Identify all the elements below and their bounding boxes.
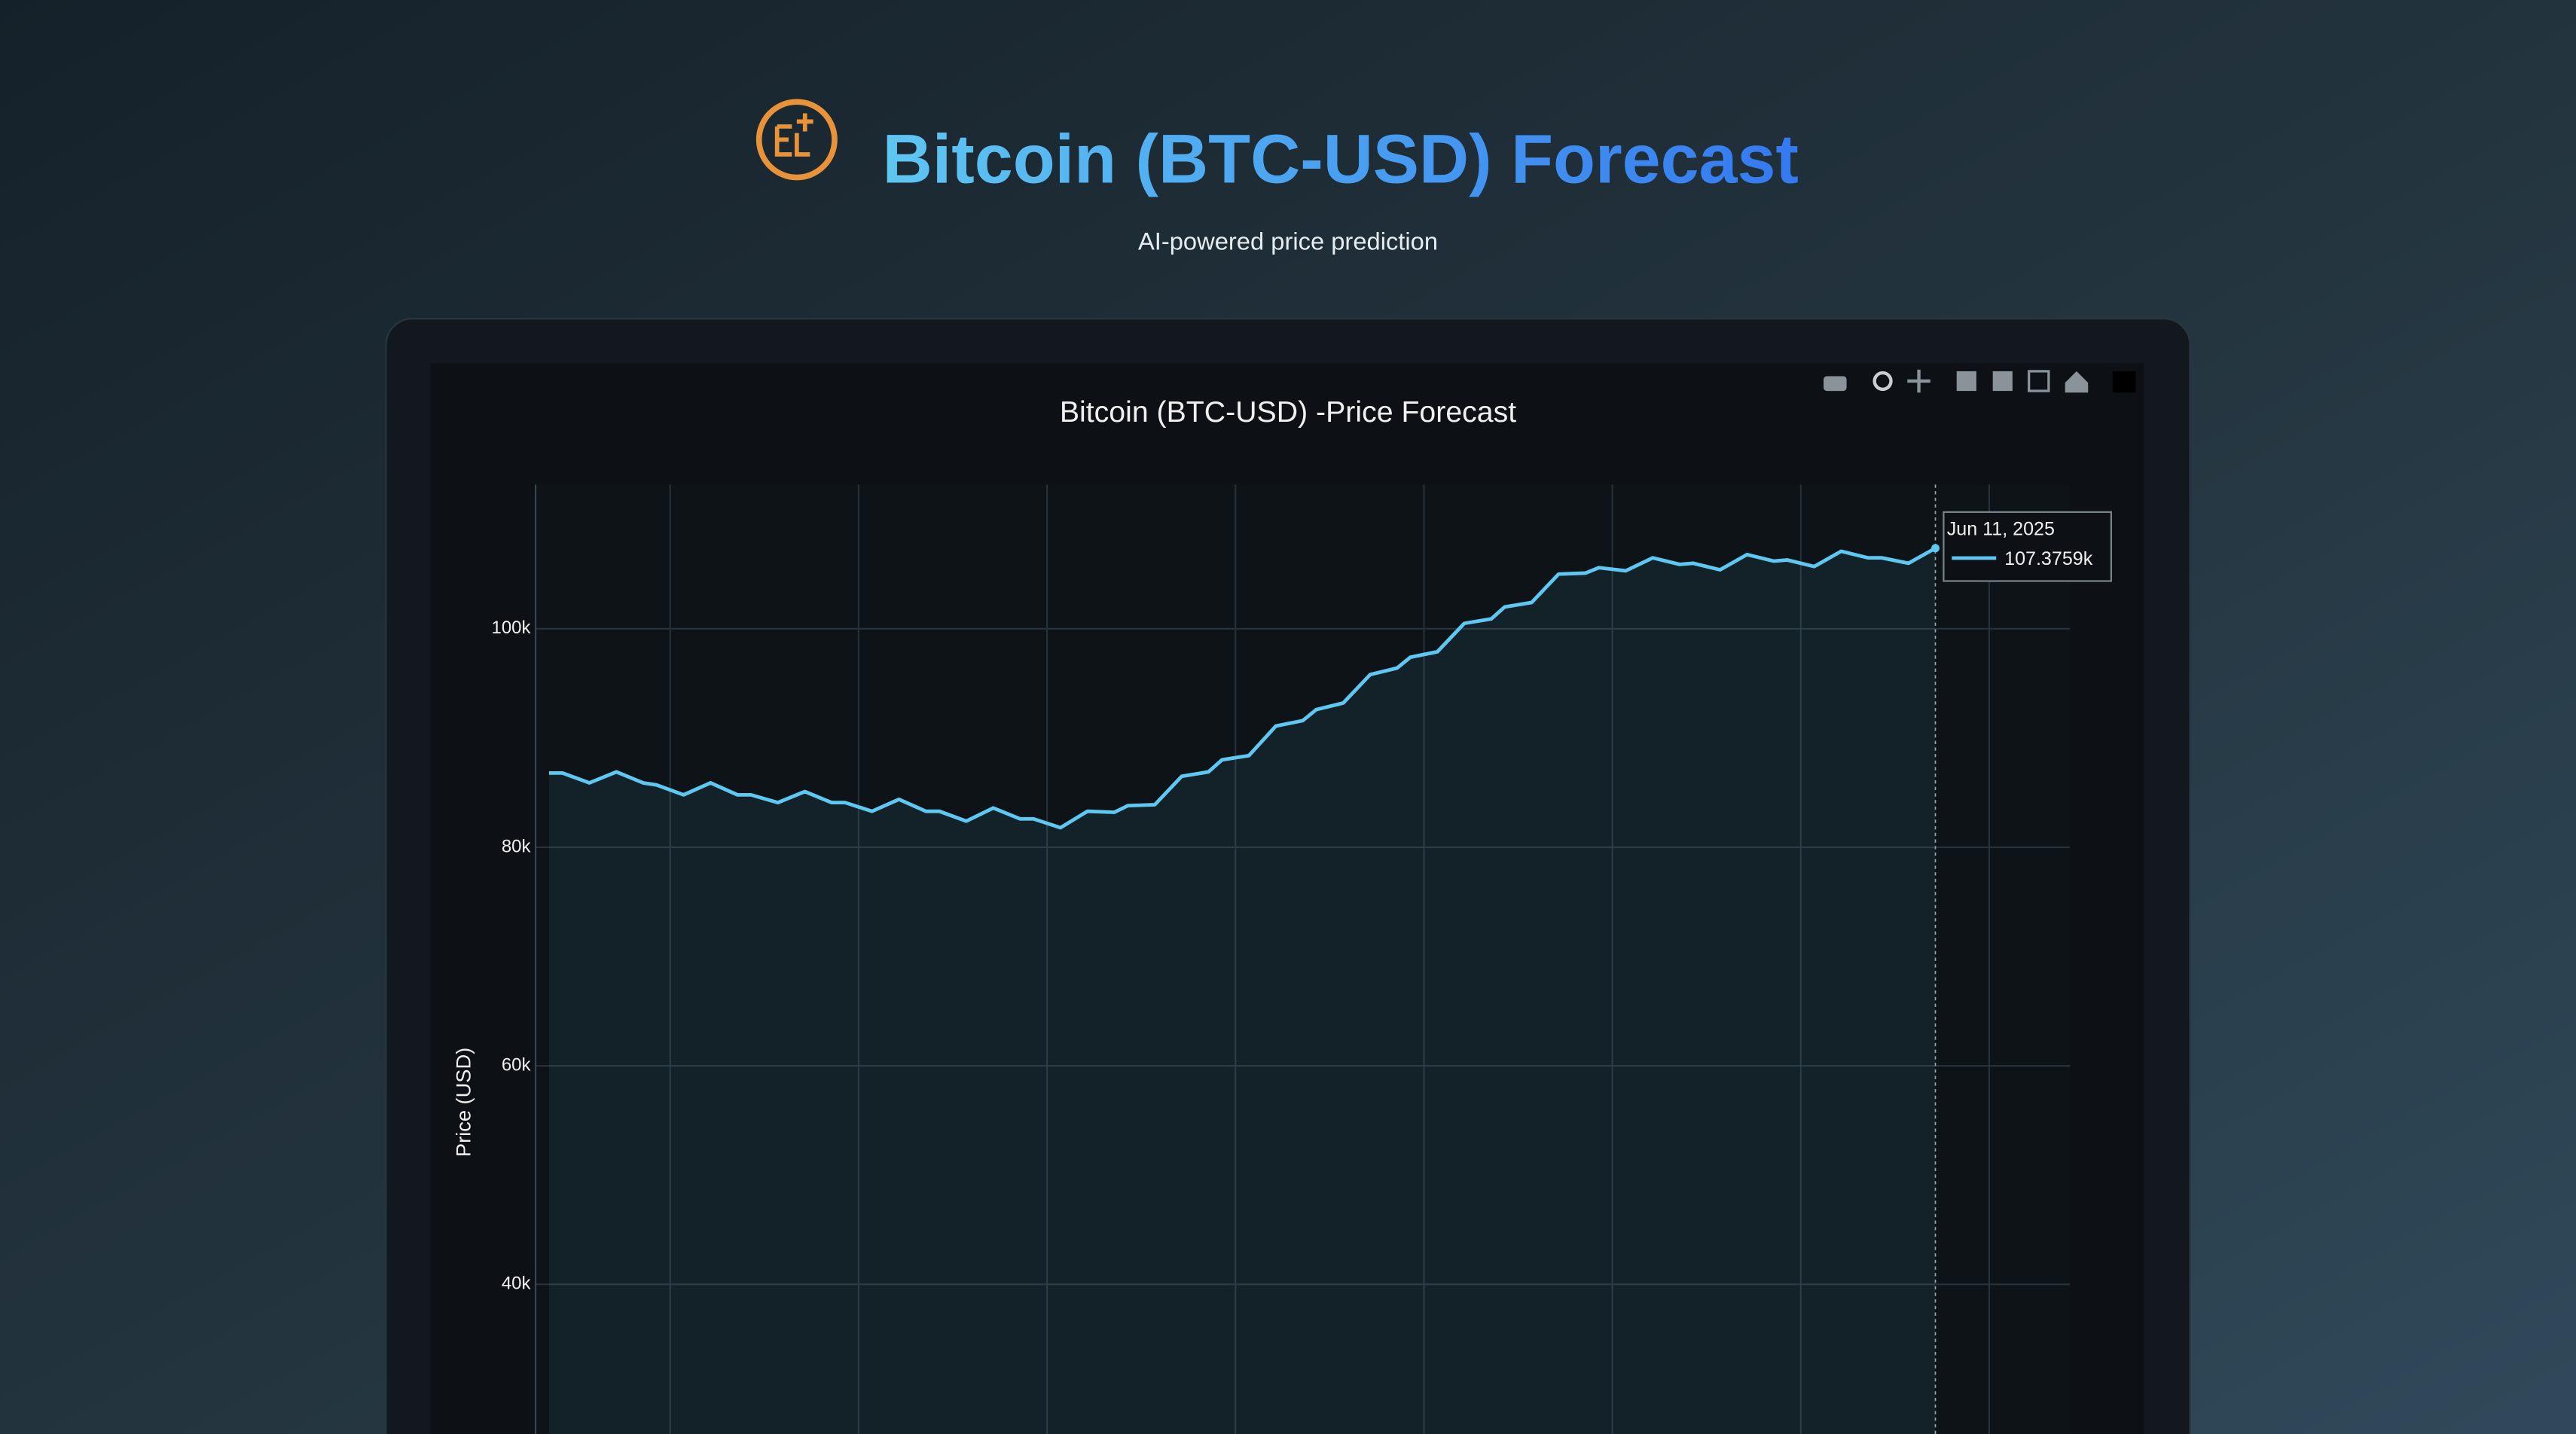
zoom-out-icon[interactable] bbox=[1992, 371, 2013, 392]
y-tick-label: 40k bbox=[502, 1274, 532, 1294]
tooltip-value: 107.3759k bbox=[2004, 548, 2093, 569]
plot: 40k 60k 80k 100k Jun 11, 2025 107.3759k bbox=[491, 484, 2112, 1434]
autoscale-icon[interactable] bbox=[2028, 370, 2050, 392]
y-tick-label: 60k bbox=[502, 1054, 532, 1075]
toolbar[interactable] bbox=[1824, 369, 2136, 393]
chart-title: Bitcoin (BTC-USD) -Price Forecast bbox=[1060, 395, 1516, 429]
tooltip-box bbox=[1943, 511, 2112, 582]
area-fill bbox=[548, 548, 1936, 1434]
logo bbox=[755, 99, 838, 181]
page-subtitle: AI-powered price prediction bbox=[1138, 227, 1438, 255]
hover-point bbox=[1931, 544, 1940, 553]
page-title: Bitcoin (BTC-USD) Forecast bbox=[883, 121, 1799, 197]
zoom-icon[interactable] bbox=[1872, 371, 1893, 392]
y-tick-label: 80k bbox=[502, 836, 532, 856]
tooltip: Jun 11, 2025 107.3759k bbox=[1943, 511, 2112, 582]
y-axis-title: Price (USD) bbox=[451, 1048, 475, 1157]
zoom-in-icon[interactable] bbox=[1956, 371, 1976, 392]
camera-icon[interactable] bbox=[1824, 376, 1847, 392]
plot-area bbox=[536, 484, 2071, 1434]
tooltip-date: Jun 11, 2025 bbox=[1947, 519, 2055, 540]
pan-icon[interactable] bbox=[1907, 369, 1930, 393]
plotly-logo[interactable] bbox=[2112, 371, 2136, 393]
y-tick-label: 100k bbox=[491, 618, 531, 638]
home-icon[interactable] bbox=[2065, 371, 2089, 393]
price-line bbox=[548, 546, 1937, 830]
